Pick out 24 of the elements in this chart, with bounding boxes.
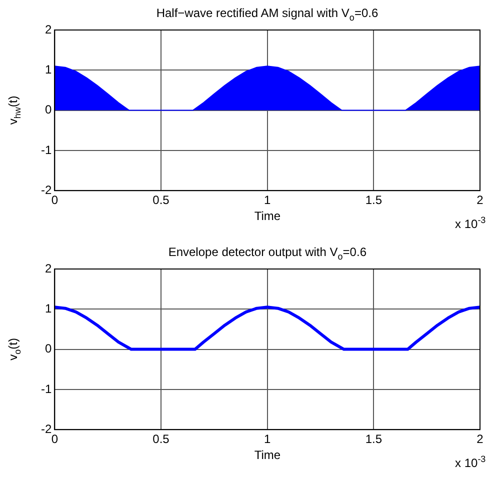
y-tick-label: 0: [44, 102, 52, 117]
x-tick-label: 1.5: [365, 193, 382, 208]
y-tick-label: -2: [41, 182, 52, 197]
x-tick-label: 2: [476, 193, 484, 208]
y-tick-label: 2: [44, 261, 52, 276]
chart-title: Half−wave rectified AM signal with V$_{o}$=0.6: [156, 6, 378, 22]
x-tick-label: 1.5: [365, 432, 382, 446]
y-tick-label: -2: [41, 422, 52, 436]
y-tick-label: 2: [44, 22, 52, 36]
x-axis-title: Time: [254, 448, 281, 462]
x-tick-label: 1: [264, 432, 271, 446]
x-axis-title: Time: [254, 208, 281, 223]
text: x 10$^{-3}$: [455, 454, 486, 470]
x-tick-label: 2: [476, 432, 484, 446]
x-tick-label: 0.5: [152, 193, 170, 208]
x-tick-label: 1: [264, 193, 271, 208]
text: x 10$^{-3}$: [455, 214, 486, 231]
x-tick-label: 0.5: [152, 432, 170, 446]
y-tick-label: -1: [41, 382, 52, 396]
y-tick-label: 0: [44, 342, 52, 356]
y-tick-label: 1: [44, 301, 52, 316]
y-tick-label: 1: [44, 62, 52, 76]
chart-title: Envelope detector output with V$_{o}$=0.6: [168, 245, 366, 262]
y-tick-label: -1: [41, 142, 52, 157]
